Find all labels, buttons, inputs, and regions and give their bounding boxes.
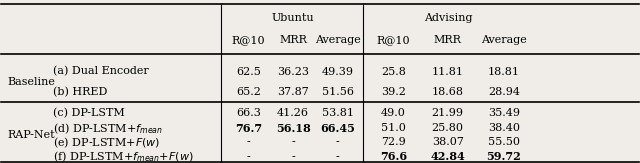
Text: 11.81: 11.81 — [432, 67, 464, 77]
Text: 66.45: 66.45 — [321, 123, 355, 134]
Text: 62.5: 62.5 — [236, 67, 261, 77]
Text: -: - — [246, 152, 250, 162]
Text: 49.0: 49.0 — [381, 108, 406, 118]
Text: -: - — [291, 137, 295, 148]
Text: 53.81: 53.81 — [322, 108, 354, 118]
Text: Average: Average — [315, 35, 361, 45]
Text: (d) DP-LSTM+$f_{mean}$: (d) DP-LSTM+$f_{mean}$ — [53, 121, 163, 136]
Text: 51.0: 51.0 — [381, 123, 406, 133]
Text: 49.39: 49.39 — [322, 67, 354, 77]
Text: R@10: R@10 — [232, 35, 266, 45]
Text: RAP-Net: RAP-Net — [7, 130, 54, 140]
Text: 42.84: 42.84 — [430, 151, 465, 162]
Text: 18.68: 18.68 — [432, 87, 464, 97]
Text: 66.3: 66.3 — [236, 108, 261, 118]
Text: 37.87: 37.87 — [277, 87, 309, 97]
Text: -: - — [291, 152, 295, 162]
Text: 38.07: 38.07 — [432, 137, 463, 148]
Text: (a) Dual Encoder: (a) Dual Encoder — [53, 66, 149, 77]
Text: R@10: R@10 — [376, 35, 410, 45]
Text: 25.80: 25.80 — [432, 123, 464, 133]
Text: (f) DP-LSTM+$f_{mean}$+$F(w)$: (f) DP-LSTM+$f_{mean}$+$F(w)$ — [53, 149, 193, 163]
Text: (e) DP-LSTM+$F(w)$: (e) DP-LSTM+$F(w)$ — [53, 135, 161, 150]
Text: MRR: MRR — [279, 35, 307, 45]
Text: 35.49: 35.49 — [488, 108, 520, 118]
Text: 56.18: 56.18 — [276, 123, 310, 134]
Text: 28.94: 28.94 — [488, 87, 520, 97]
Text: 55.50: 55.50 — [488, 137, 520, 148]
Text: Ubuntu: Ubuntu — [272, 13, 314, 23]
Text: 72.9: 72.9 — [381, 137, 406, 148]
Text: Advising: Advising — [424, 13, 473, 23]
Text: 41.26: 41.26 — [277, 108, 309, 118]
Text: 39.2: 39.2 — [381, 87, 406, 97]
Text: 38.40: 38.40 — [488, 123, 520, 133]
Text: 65.2: 65.2 — [236, 87, 261, 97]
Text: 36.23: 36.23 — [277, 67, 309, 77]
Text: MRR: MRR — [434, 35, 461, 45]
Text: Baseline: Baseline — [7, 77, 55, 87]
Text: (c) DP-LSTM: (c) DP-LSTM — [53, 108, 125, 119]
Text: 51.56: 51.56 — [322, 87, 354, 97]
Text: Average: Average — [481, 35, 527, 45]
Text: 76.7: 76.7 — [235, 123, 262, 134]
Text: 21.99: 21.99 — [432, 108, 464, 118]
Text: -: - — [246, 137, 250, 148]
Text: -: - — [336, 152, 340, 162]
Text: 25.8: 25.8 — [381, 67, 406, 77]
Text: -: - — [336, 137, 340, 148]
Text: 76.6: 76.6 — [380, 151, 407, 162]
Text: (b) HRED: (b) HRED — [53, 87, 108, 97]
Text: 59.72: 59.72 — [486, 151, 522, 162]
Text: 18.81: 18.81 — [488, 67, 520, 77]
